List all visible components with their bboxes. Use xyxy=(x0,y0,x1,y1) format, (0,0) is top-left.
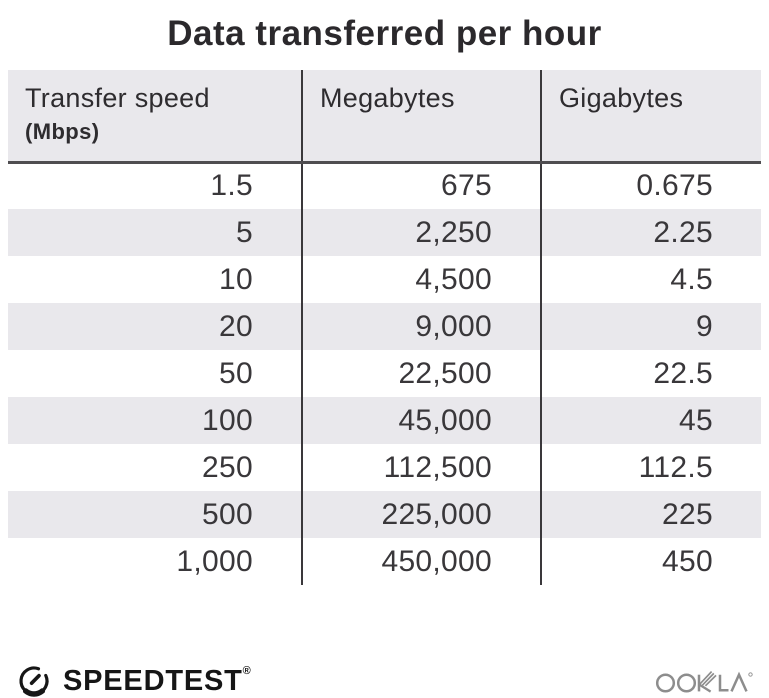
table-cell: 112,500 xyxy=(301,444,541,491)
table-cell: 45,000 xyxy=(301,397,541,444)
table-cell: 225,000 xyxy=(301,491,541,538)
table-cell: 22.5 xyxy=(540,350,761,397)
table-cell: 0.675 xyxy=(540,162,761,209)
page-title: Data transferred per hour xyxy=(167,14,602,53)
table-row: 10 4,500 4.5 xyxy=(8,256,761,303)
table-row: 500 225,000 225 xyxy=(8,491,761,538)
column-header-transfer-speed: Transfer speed (Mbps) xyxy=(8,70,302,164)
ookla-logo xyxy=(655,664,755,698)
table-cell: 4.5 xyxy=(540,256,761,303)
column-header-gigabytes: Gigabytes xyxy=(540,70,761,164)
table-cell: 500 xyxy=(8,491,302,538)
table-row: 1,000 450,000 450 xyxy=(8,538,761,585)
speedtest-logo: SPEEDTEST ® xyxy=(14,661,251,698)
data-table: Transfer speed (Mbps) Megabytes Gigabyte… xyxy=(8,70,761,585)
column-header-megabytes: Megabytes xyxy=(301,70,541,164)
table-cell: 225 xyxy=(540,491,761,538)
table-cell: 1,000 xyxy=(8,538,302,585)
table-cell: 2,250 xyxy=(301,209,541,256)
table-header: Transfer speed (Mbps) Megabytes Gigabyte… xyxy=(8,70,761,164)
table-row: 1.5 675 0.675 xyxy=(8,162,761,209)
table-cell: 100 xyxy=(8,397,302,444)
table-cell: 9 xyxy=(540,303,761,350)
column-header-label: Transfer speed xyxy=(25,83,210,113)
table-cell: 675 xyxy=(301,162,541,209)
speedometer-gauge-icon xyxy=(19,665,49,697)
table-cell: 10 xyxy=(8,256,302,303)
table-cell: 250 xyxy=(8,444,302,491)
table-cell: 450 xyxy=(540,538,761,585)
table-body: 1.5 675 0.675 5 2,250 2.25 10 4,500 4.5 20 9,000 9 5… xyxy=(8,162,761,585)
table-cell: 450,000 xyxy=(301,538,541,585)
table-row: 100 45,000 45 xyxy=(8,397,761,444)
speedtest-wordmark: SPEEDTEST xyxy=(63,664,243,697)
table-row: 20 9,000 9 xyxy=(8,303,761,350)
column-header-label: Gigabytes xyxy=(559,83,684,113)
table-cell: 20 xyxy=(8,303,302,350)
table-cell: 45 xyxy=(540,397,761,444)
table-cell: 22,500 xyxy=(301,350,541,397)
infographic-page: Data transferred per hour Transfer speed… xyxy=(0,13,769,698)
header-row: Transfer speed (Mbps) Megabytes Gigabyte… xyxy=(8,70,761,164)
column-header-label: Megabytes xyxy=(320,83,455,113)
table-cell: 50 xyxy=(8,350,302,397)
table-cell: 112.5 xyxy=(540,444,761,491)
footer: SPEEDTEST ® xyxy=(14,658,755,698)
table-cell: 2.25 xyxy=(540,209,761,256)
table-row: 5 2,250 2.25 xyxy=(8,209,761,256)
table-cell: 4,500 xyxy=(301,256,541,303)
table-cell: 9,000 xyxy=(301,303,541,350)
table-row: 250 112,500 112.5 xyxy=(8,444,761,491)
table-row: 50 22,500 22.5 xyxy=(8,350,761,397)
column-header-unit: (Mbps) xyxy=(25,119,100,144)
registered-trademark-symbol: ® xyxy=(242,664,251,677)
table-cell: 1.5 xyxy=(8,162,302,209)
table-cell: 5 xyxy=(8,209,302,256)
ookla-wordmark-icon xyxy=(655,671,753,693)
